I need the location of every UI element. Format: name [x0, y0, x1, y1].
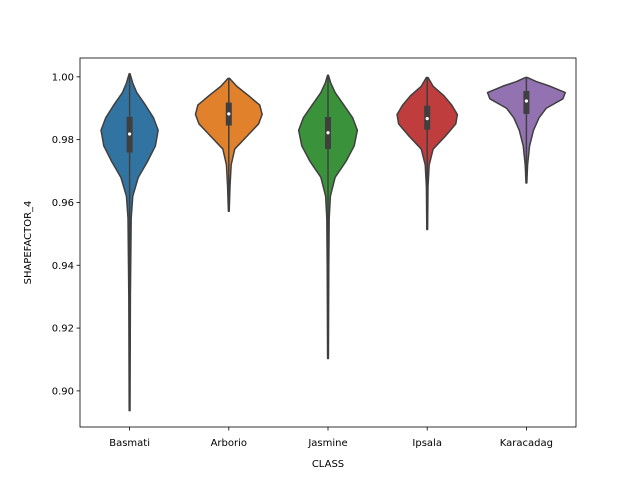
y-axis-label: SHAPEFACTOR_4	[23, 201, 34, 285]
x-tick-label: Basmati	[109, 438, 150, 449]
y-tick-label: 0.94	[52, 261, 74, 272]
violin-arborio	[194, 77, 263, 213]
y-tick-label: 0.90	[52, 386, 74, 397]
violin-ipsala	[396, 76, 459, 231]
y-tick-label: 1.00	[52, 72, 74, 83]
y-tick-label: 0.98	[52, 135, 74, 146]
x-tick-label: Karacadag	[500, 438, 553, 449]
violin-karacadag	[486, 76, 567, 184]
x-tick-label: Arborio	[211, 438, 247, 449]
y-tick-label: 0.96	[52, 198, 74, 209]
violin-basmati	[100, 72, 159, 412]
x-tick-label: Ipsala	[412, 438, 442, 449]
median-marker	[524, 99, 529, 103]
median-marker	[326, 131, 330, 135]
median-marker	[425, 117, 429, 121]
x-axis-ticks: Basmati Arborio Jasmine Ipsala Karacadag	[109, 427, 553, 449]
y-tick-label: 0.92	[52, 324, 74, 335]
x-axis-label: CLASS	[312, 459, 344, 470]
violin-jasmine	[297, 74, 359, 360]
x-tick-label: Jasmine	[307, 438, 347, 449]
median-marker	[128, 132, 132, 136]
y-axis-ticks: 0.90 0.92 0.94 0.96 0.98 1.00	[52, 72, 80, 397]
median-marker	[227, 112, 231, 116]
plot-area	[100, 72, 567, 412]
